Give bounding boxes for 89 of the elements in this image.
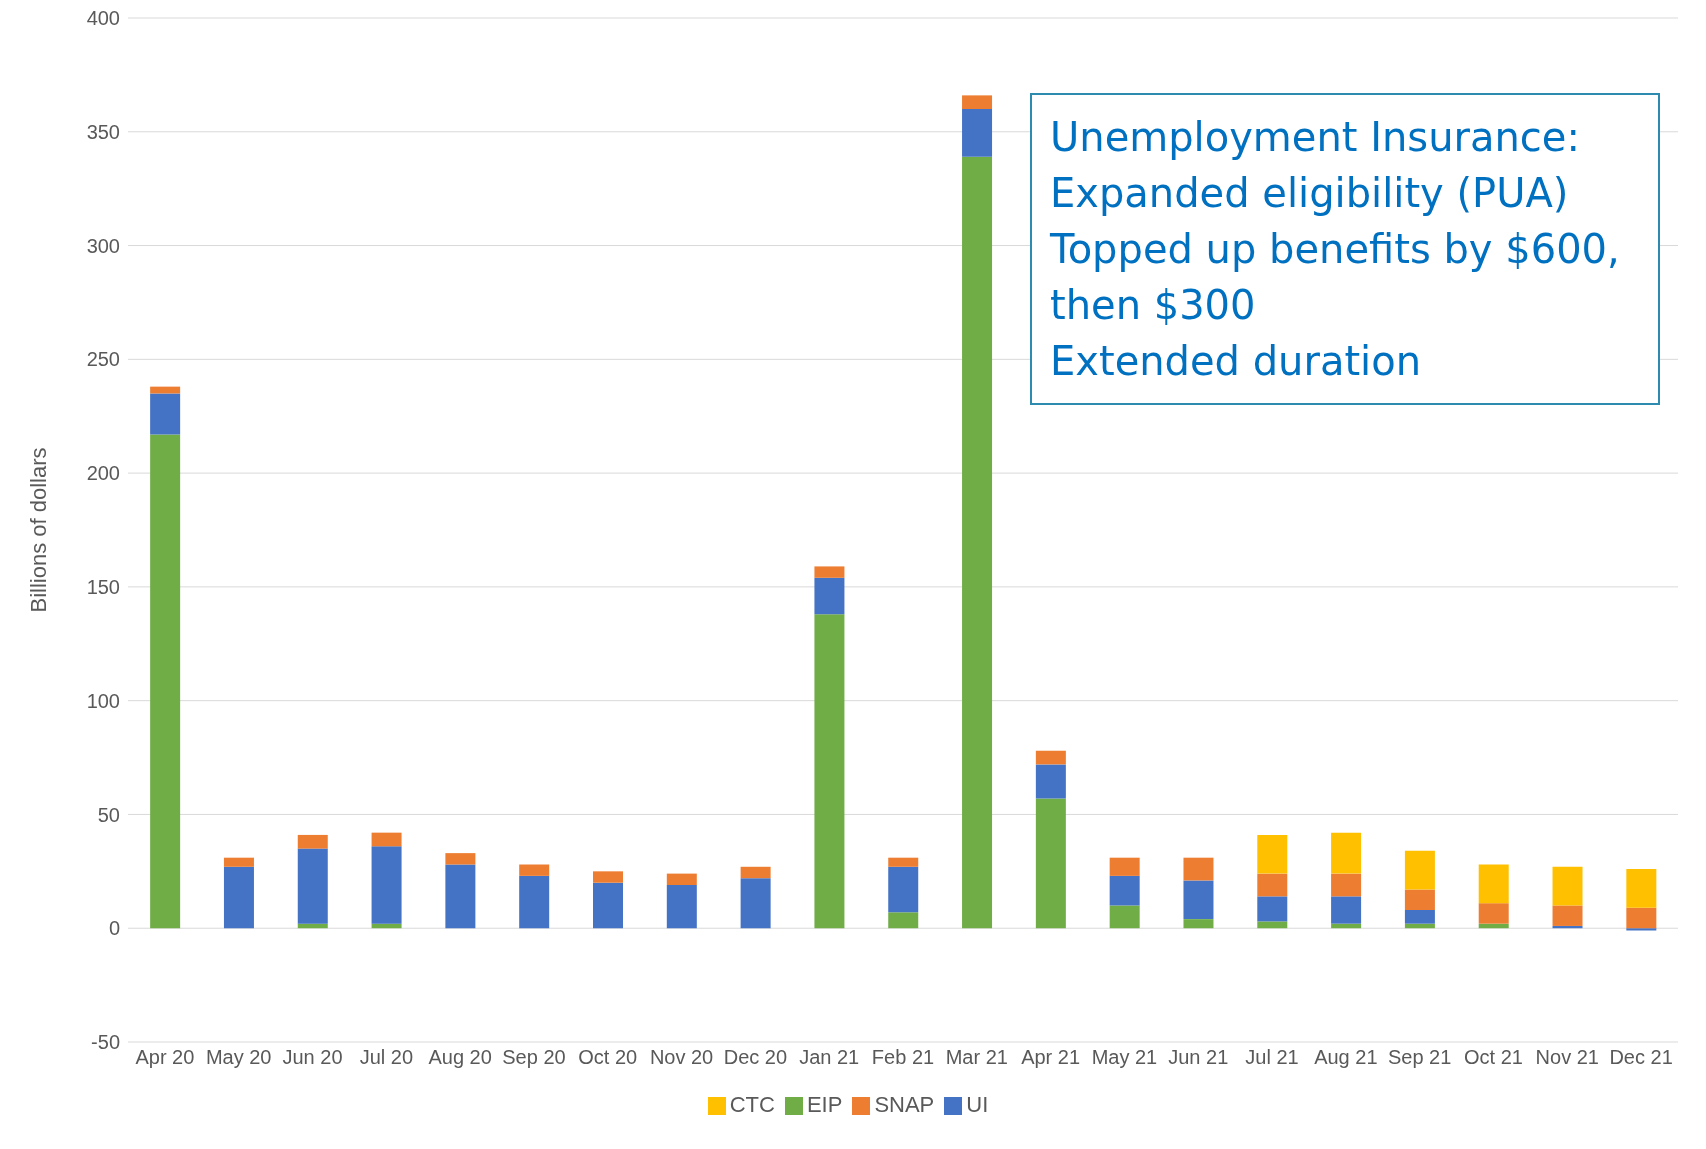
x-tick-label: Jul 20	[359, 1046, 414, 1069]
x-tick-label: Jul 21	[1245, 1046, 1299, 1069]
y-tick-label: 0	[108, 917, 120, 940]
bar	[1183, 919, 1214, 929]
bar	[150, 434, 181, 929]
bar	[1183, 857, 1214, 881]
bar	[1035, 798, 1066, 929]
y-tick-label: 100	[86, 689, 120, 712]
bar	[1552, 866, 1583, 906]
x-tick-label: Apr 21	[1021, 1046, 1081, 1069]
x-tick-label: Feb 21	[871, 1046, 935, 1069]
y-tick-label: 400	[86, 7, 120, 30]
x-tick-label: Jan 21	[799, 1046, 860, 1069]
x-tick-label: Dec 20	[723, 1046, 788, 1069]
bar	[1035, 764, 1066, 799]
bar	[814, 577, 845, 615]
bar	[666, 884, 697, 929]
bar	[593, 871, 623, 883]
bar	[740, 878, 771, 929]
y-axis-title: Billions of dollars	[25, 447, 51, 613]
bar	[371, 846, 402, 924]
bar	[962, 109, 993, 157]
bar	[962, 95, 993, 110]
x-tick-label: Dec 21	[1609, 1046, 1673, 1069]
bar	[1257, 921, 1288, 929]
bar	[888, 912, 919, 929]
x-tick-label: Aug 20	[428, 1046, 492, 1069]
bar	[814, 614, 845, 929]
x-tick-label: Sep 20	[502, 1046, 566, 1069]
bar	[1404, 910, 1435, 924]
legend-label: UI	[966, 1092, 989, 1117]
bar	[1552, 905, 1583, 926]
bar	[1331, 896, 1362, 924]
legend-label: SNAP	[874, 1092, 935, 1117]
bar	[1109, 905, 1140, 929]
bar	[445, 864, 476, 929]
annotation: Unemployment Insurance: Expanded eligibility (PUA) Topped up benefits by $600, then $300 Extended duration	[1030, 93, 1660, 405]
bar	[888, 857, 919, 867]
legend-label: EIP	[806, 1092, 843, 1117]
bar	[593, 882, 623, 929]
bar	[962, 156, 993, 929]
bar	[297, 834, 328, 849]
bar	[1257, 834, 1288, 874]
bar	[297, 848, 328, 924]
bar	[445, 853, 476, 865]
bar	[1478, 864, 1509, 904]
bar	[1404, 850, 1435, 890]
bar	[666, 873, 697, 885]
y-tick-label: 50	[97, 803, 120, 826]
x-tick-label: Apr 20	[135, 1046, 195, 1069]
bar	[1257, 896, 1288, 922]
y-tick-label: -50	[91, 1031, 120, 1054]
x-tick-label: Nov 21	[1535, 1046, 1599, 1069]
bar	[1331, 873, 1362, 897]
bar	[814, 566, 845, 578]
bar	[1478, 903, 1509, 924]
bar	[888, 866, 919, 913]
legend-label: CTC	[729, 1092, 775, 1117]
x-tick-label: May 20	[205, 1046, 272, 1069]
x-tick-label: Oct 21	[1464, 1046, 1523, 1069]
bar	[740, 866, 771, 879]
x-tick-label: Nov 20	[649, 1046, 714, 1069]
bar	[1404, 889, 1435, 911]
bar	[223, 857, 254, 867]
y-tick-label: 350	[86, 120, 120, 143]
y-tick-label: 150	[86, 575, 120, 598]
y-tick-label: 250	[86, 348, 120, 371]
x-tick-label: Mar 21	[945, 1046, 1008, 1069]
x-tick-label: Oct 20	[578, 1046, 638, 1069]
bar	[519, 864, 550, 876]
bar	[1626, 869, 1657, 908]
y-tick-label: 200	[86, 462, 120, 485]
bar	[1035, 750, 1066, 765]
x-tick-label: Aug 21	[1314, 1046, 1378, 1069]
x-tick-label: Jun 20	[282, 1046, 343, 1069]
x-tick-label: Sep 21	[1387, 1046, 1452, 1069]
x-tick-label: Jun 21	[1168, 1046, 1229, 1069]
bar	[1183, 880, 1214, 920]
bar	[223, 866, 254, 929]
bar	[1109, 875, 1140, 906]
y-tick-label: 300	[86, 234, 120, 257]
bar	[1109, 857, 1140, 876]
bar	[519, 875, 550, 929]
bar	[1331, 832, 1362, 874]
bar	[150, 393, 181, 435]
bar	[371, 832, 402, 847]
bar	[1257, 873, 1288, 897]
x-tick-label: May 21	[1091, 1046, 1158, 1069]
bar	[1626, 907, 1657, 929]
